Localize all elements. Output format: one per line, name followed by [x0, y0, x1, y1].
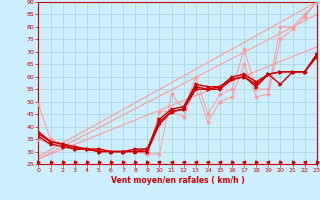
X-axis label: Vent moyen/en rafales ( km/h ): Vent moyen/en rafales ( km/h ): [111, 176, 244, 185]
